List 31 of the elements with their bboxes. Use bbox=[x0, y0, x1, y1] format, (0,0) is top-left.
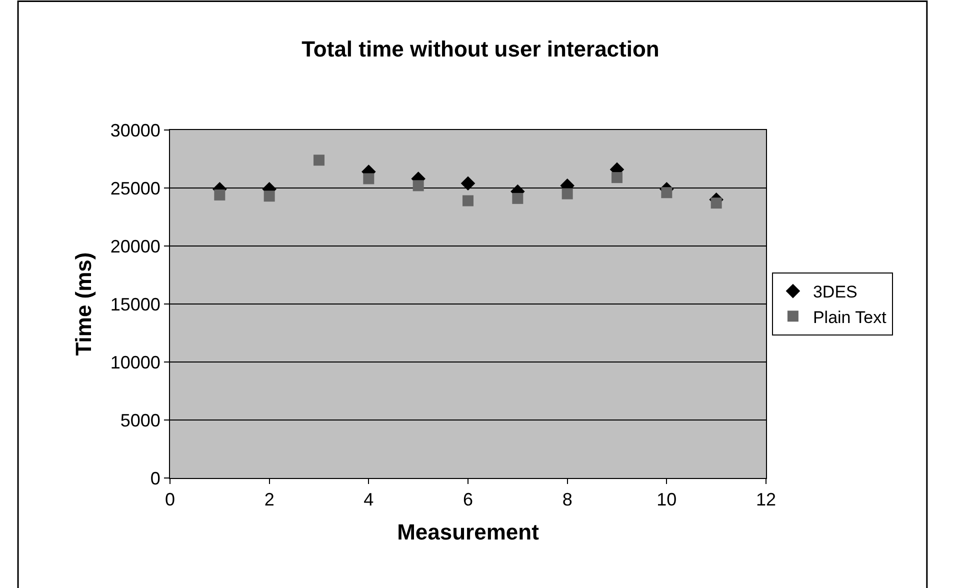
legend-label: 3DES bbox=[812, 282, 858, 302]
chart-title: Total time without user interaction bbox=[302, 36, 660, 62]
x-axis-title: Measurement bbox=[397, 520, 540, 544]
x-tick-label: 6 bbox=[462, 490, 474, 510]
point bbox=[612, 172, 622, 184]
x-tick-label: 8 bbox=[562, 490, 572, 510]
y-tick-label: 5000 bbox=[120, 410, 160, 430]
point bbox=[363, 173, 374, 184]
point bbox=[460, 176, 476, 191]
point bbox=[412, 180, 424, 192]
y-tick-label: 15000 bbox=[110, 294, 160, 314]
x-tick-label: 12 bbox=[756, 490, 776, 510]
point bbox=[214, 189, 226, 200]
point bbox=[462, 195, 474, 206]
point bbox=[264, 190, 275, 202]
point bbox=[314, 154, 324, 166]
point bbox=[661, 187, 672, 198]
point bbox=[710, 198, 722, 209]
y-tick-label: 25000 bbox=[110, 178, 160, 198]
x-tick-label: 4 bbox=[364, 490, 374, 510]
x-tick-label: 0 bbox=[164, 490, 176, 510]
point bbox=[562, 188, 573, 200]
y-tick-label: 30000 bbox=[110, 120, 160, 140]
x-tick-label: 10 bbox=[656, 490, 677, 510]
x-tick-label: 2 bbox=[264, 490, 274, 510]
legend-label: Plain Text bbox=[812, 308, 887, 327]
y-tick-label: 0 bbox=[150, 468, 160, 488]
y-tick-label: 20000 bbox=[110, 236, 160, 256]
y-axis-title: Time (ms) bbox=[71, 252, 96, 356]
point bbox=[512, 192, 524, 204]
y-tick-label: 10000 bbox=[110, 352, 160, 372]
